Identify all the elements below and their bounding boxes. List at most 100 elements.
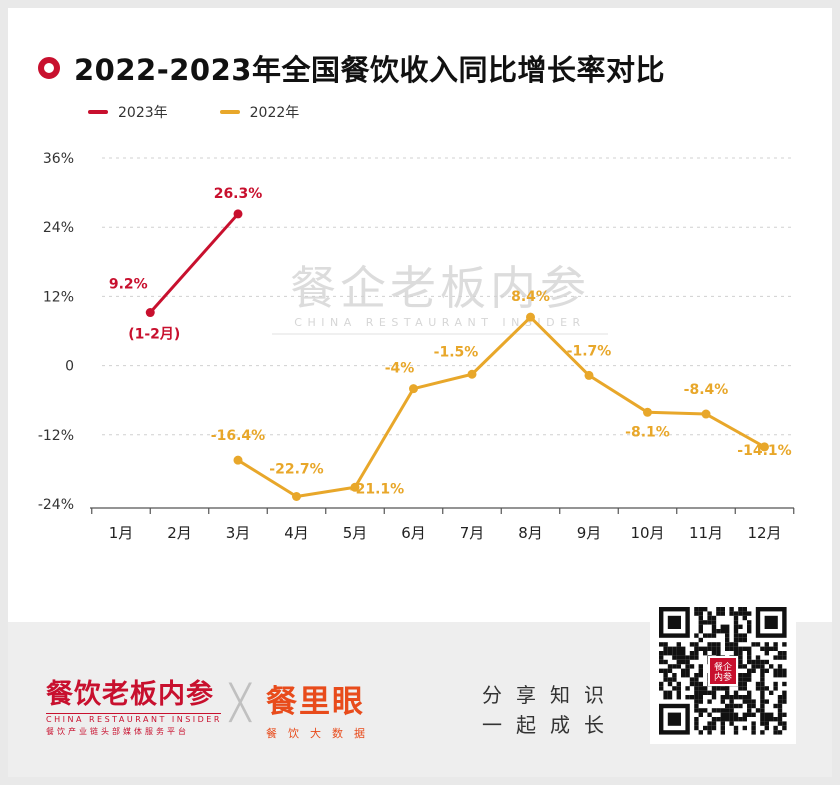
qr-module: [738, 673, 743, 678]
qr-module: [738, 624, 743, 629]
qr-module: [720, 686, 725, 691]
data-label-2022: -14.1%: [737, 443, 791, 459]
qr-module: [711, 721, 717, 726]
qr-module: [729, 695, 734, 700]
qr-module: [725, 624, 730, 629]
slogan-line-1: 分享知识: [482, 683, 618, 707]
data-label-2022: -4%: [385, 361, 415, 377]
qr-module: [773, 717, 778, 722]
qr-module: [742, 664, 747, 669]
data-label-2022: -8.4%: [684, 382, 729, 398]
x-tick-label: 6月: [401, 524, 426, 542]
qr-module: [659, 668, 664, 673]
qr-module: [672, 673, 677, 678]
qr-module: [716, 607, 721, 612]
qr-module: [777, 695, 783, 700]
qr-module: [663, 690, 668, 695]
qr-module: [720, 725, 725, 731]
qr-module: [676, 642, 681, 647]
qr-module: [707, 721, 712, 726]
qr-module: [773, 655, 778, 660]
qr-module: [707, 712, 712, 717]
qr-module: [698, 607, 703, 612]
qr-module: [747, 695, 752, 700]
qr-module: [769, 712, 774, 717]
qr-module: [773, 673, 778, 678]
legend-label-2022: 2022年: [249, 105, 300, 121]
qr-module: [729, 717, 734, 722]
qr-module: [672, 664, 677, 669]
qr-module: [738, 664, 743, 669]
brand2-name: 餐里眼: [266, 684, 365, 720]
qr-module: [703, 708, 708, 713]
qr-module: [773, 686, 778, 691]
data-point-2022: [409, 384, 418, 394]
qr-module: [698, 681, 703, 687]
x-tick-label: 5月: [343, 524, 368, 542]
qr-module: [782, 721, 787, 726]
qr-module: [694, 655, 699, 660]
qr-module: [782, 681, 787, 687]
qr-module: [733, 611, 739, 616]
qr-module: [733, 717, 739, 722]
qr-module: [720, 721, 725, 726]
qr-module: [742, 695, 747, 700]
qr-module: [738, 681, 743, 687]
qr-module: [659, 659, 664, 665]
qr-module: [777, 668, 783, 673]
qr-module: [760, 717, 765, 722]
qr-module: [738, 703, 743, 709]
qr-module: [716, 642, 721, 647]
qr-module: [711, 717, 717, 722]
qr-module: [707, 633, 712, 638]
qr-module: [663, 695, 668, 700]
qr-module: [751, 730, 756, 735]
qr-module: [694, 651, 699, 656]
qr-module: [711, 651, 717, 656]
qr-module: [667, 664, 673, 669]
qr-module: [742, 633, 747, 638]
qr-module: [738, 686, 743, 691]
qr-module: [733, 642, 739, 647]
qr-module: [676, 646, 681, 651]
qr-module: [667, 615, 681, 629]
qr-module: [667, 712, 681, 726]
qr-module: [729, 712, 734, 717]
qr-module: [773, 730, 778, 735]
qr-module: [681, 646, 686, 651]
qr-module: [738, 607, 743, 612]
qr-module: [782, 668, 787, 673]
brand1-tagline: 餐饮产业链头部媒体服务平台: [46, 727, 189, 736]
qr-module: [773, 642, 778, 647]
infographic-card: 2022-2023年全国餐饮收入同比增长率对比 2023年 2022年 餐企老板…: [8, 8, 832, 777]
qr-module: [694, 677, 699, 682]
qr-module: [729, 708, 734, 713]
qr-module: [694, 611, 699, 616]
qr-module: [725, 695, 730, 700]
qr-module: [729, 646, 734, 651]
qr-module: [751, 659, 756, 665]
qr-module: [747, 677, 752, 682]
qr-module: [742, 611, 747, 616]
qr-module: [760, 708, 765, 713]
qr-code[interactable]: 餐企内参: [650, 598, 796, 744]
qr-module: [747, 611, 752, 616]
qr-module: [685, 686, 690, 691]
qr-module: [733, 695, 739, 700]
qr-module: [747, 708, 752, 713]
qr-module: [676, 681, 681, 687]
qr-module: [755, 664, 761, 669]
qr-module: [777, 664, 783, 669]
qr-module: [773, 703, 778, 709]
qr-module: [694, 717, 699, 722]
qr-module: [711, 690, 717, 695]
qr-module: [782, 712, 787, 717]
qr-module: [769, 646, 774, 651]
qr-module: [742, 677, 747, 682]
brand1-name: 餐饮老板内参: [46, 679, 214, 710]
qr-module: [689, 677, 695, 682]
qr-module: [760, 681, 765, 687]
qr-module: [747, 620, 752, 625]
qr-module: [777, 708, 783, 713]
qr-module: [711, 708, 717, 713]
